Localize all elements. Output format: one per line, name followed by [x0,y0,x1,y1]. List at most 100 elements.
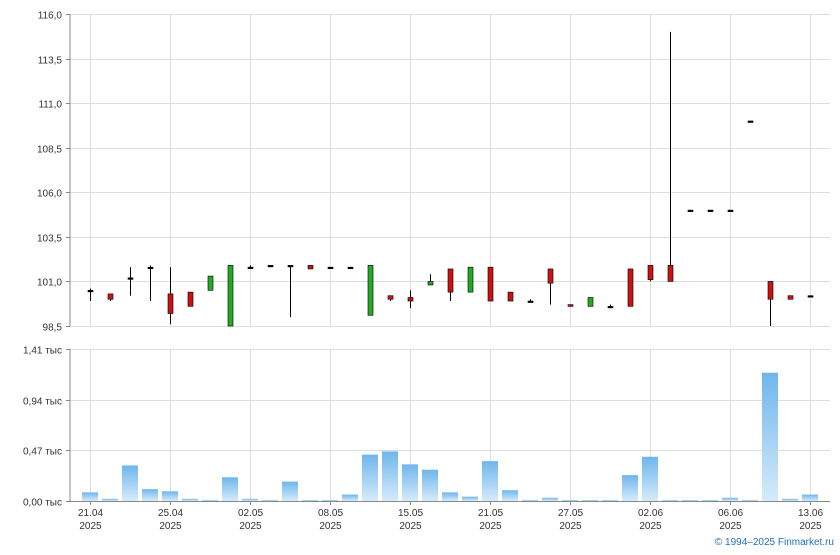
x-tick-label-date: 13.06 [798,508,823,519]
volume-bar [582,499,598,501]
volume-bar [322,499,338,501]
volume-bar [602,499,618,501]
price-tick-label: 98,5 [43,323,63,334]
price-tick-label: 101,0 [37,278,62,289]
x-tick-label-date: 25.04 [158,508,183,519]
candle-body [747,120,754,123]
price-candles [87,31,814,327]
candle-body [727,209,734,212]
volume-bar [222,477,238,501]
candle-body [427,281,434,286]
candle-body [87,290,94,293]
candle-body [607,306,614,309]
candle-body [447,268,454,293]
candle-body [207,275,214,291]
candle-body [547,268,554,284]
candle-body [507,291,514,302]
price-tick-label: 103,5 [37,234,62,245]
candle-body [527,300,534,303]
candle-body [707,209,714,212]
price-tick-label: 111,0 [38,100,62,111]
volume-bar [102,498,118,501]
x-tick-label-year: 2025 [159,521,182,532]
volume-tick-label: 0,47 тыс [23,447,62,458]
volume-bar [782,498,798,501]
candle-body [407,297,414,302]
candle-body [127,277,134,280]
candle-body [787,295,794,300]
candle-body [167,293,174,314]
x-tick-label-date: 27.05 [558,508,583,519]
candle-body [107,293,114,300]
volume-bar [642,456,658,501]
volume-bar [122,465,138,501]
volume-bar [342,494,358,501]
candle-body [807,295,814,298]
candle-body [487,266,494,302]
volume-bar [502,490,518,501]
volume-axis: 1,41 тыс 0,94 тыс 0,47 тыс 0,00 тыс [23,346,71,509]
volume-bar [562,499,578,501]
candle-body [307,265,314,270]
x-tick-label-date: 06.06 [718,508,743,519]
volume-bar [82,492,98,501]
candle-body [627,268,634,307]
candle-body [387,295,394,300]
volume-bar [622,475,638,501]
volume-grid [70,349,830,502]
x-tick-label-date: 02.06 [638,508,663,519]
volume-bar [722,497,738,501]
volume-bar [282,481,298,501]
candle-body [347,266,354,269]
x-tick-label-year: 2025 [559,521,582,532]
price-tick-label: 113,5 [38,56,63,67]
candle-body [767,281,774,300]
volume-bars [82,372,818,501]
x-tick-label-date: 21.05 [478,508,503,519]
price-tick-label: 106,0 [37,189,62,200]
volume-bar [762,372,778,501]
candle-body [667,265,674,282]
volume-bar [182,498,198,501]
volume-tick-label: 1,41 тыс [23,346,62,357]
price-tick-label: 116,0 [38,11,63,22]
candle-body [247,266,254,269]
candle-body [227,265,234,327]
volume-bar [162,491,178,501]
x-tick-label-year: 2025 [639,521,662,532]
candle-body [287,265,294,268]
volume-bar [142,489,158,501]
volume-bar [702,499,718,501]
volume-bar [542,497,558,501]
candle-body [647,265,654,280]
x-tick-label-year: 2025 [79,521,102,532]
volume-bar [262,499,278,501]
candle-body [187,291,194,307]
candle-body [687,209,694,212]
x-tick-label-date: 21.04 [78,508,103,519]
volume-bar [402,464,418,501]
volume-bar [422,469,438,501]
x-tick-label-date: 15.05 [398,508,423,519]
volume-bar [522,499,538,501]
volume-tick-label: 0,00 тыс [23,498,62,509]
x-tick-label-year: 2025 [319,521,342,532]
volume-bar [382,451,398,501]
candle-body [147,266,154,269]
x-tick-label-year: 2025 [399,521,422,532]
volume-bar [742,499,758,501]
volume-tick-label: 0,94 тыс [23,397,62,408]
x-tick-label-year: 2025 [239,521,262,532]
candle-body [467,266,474,293]
copyright-link[interactable]: © 1994–2025 Finmarket.ru [714,537,834,548]
volume-bar [302,499,318,501]
volume-bar [662,499,678,501]
candle-body [367,265,374,316]
candle-body [567,304,574,307]
volume-bar [482,461,498,501]
x-tick-label-year: 2025 [799,521,822,532]
volume-bar [802,494,818,501]
candle-body [267,265,274,268]
